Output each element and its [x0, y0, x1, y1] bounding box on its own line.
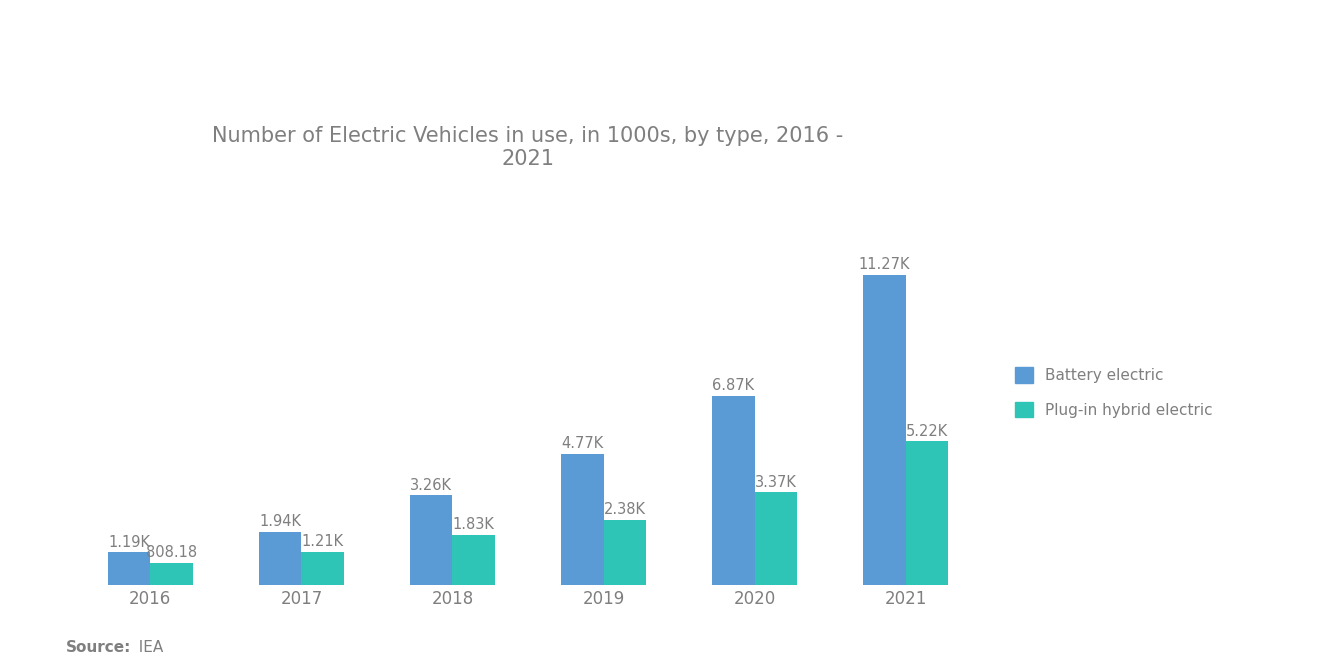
Text: 11.27K: 11.27K [859, 257, 911, 272]
Text: 1.94K: 1.94K [259, 514, 301, 529]
Text: 3.26K: 3.26K [411, 477, 453, 493]
Bar [108, 553, 150, 585]
Text: 6.87K: 6.87K [713, 378, 755, 393]
Bar [603, 519, 645, 585]
Bar [863, 275, 906, 585]
Bar [301, 552, 343, 585]
Bar [755, 492, 797, 585]
Bar [259, 532, 301, 585]
Text: 4.77K: 4.77K [561, 436, 603, 451]
Bar [150, 563, 193, 585]
Text: Source:: Source: [66, 640, 132, 655]
Text: 808.18: 808.18 [147, 545, 197, 560]
Text: IEA: IEA [129, 640, 164, 655]
Title: Number of Electric Vehicles in use, in 1000s, by type, 2016 -
2021: Number of Electric Vehicles in use, in 1… [213, 126, 843, 169]
Bar [561, 454, 603, 585]
Bar [713, 396, 755, 585]
Text: 1.83K: 1.83K [453, 517, 495, 532]
Text: 2.38K: 2.38K [603, 502, 645, 517]
Bar [411, 495, 453, 585]
Text: 1.19K: 1.19K [108, 535, 150, 550]
Text: 5.22K: 5.22K [906, 424, 948, 439]
Text: 1.21K: 1.21K [301, 534, 343, 549]
Bar [453, 535, 495, 585]
Legend: Battery electric, Plug-in hybrid electric: Battery electric, Plug-in hybrid electri… [1007, 360, 1220, 425]
Text: 3.37K: 3.37K [755, 475, 797, 489]
Bar [906, 442, 948, 585]
